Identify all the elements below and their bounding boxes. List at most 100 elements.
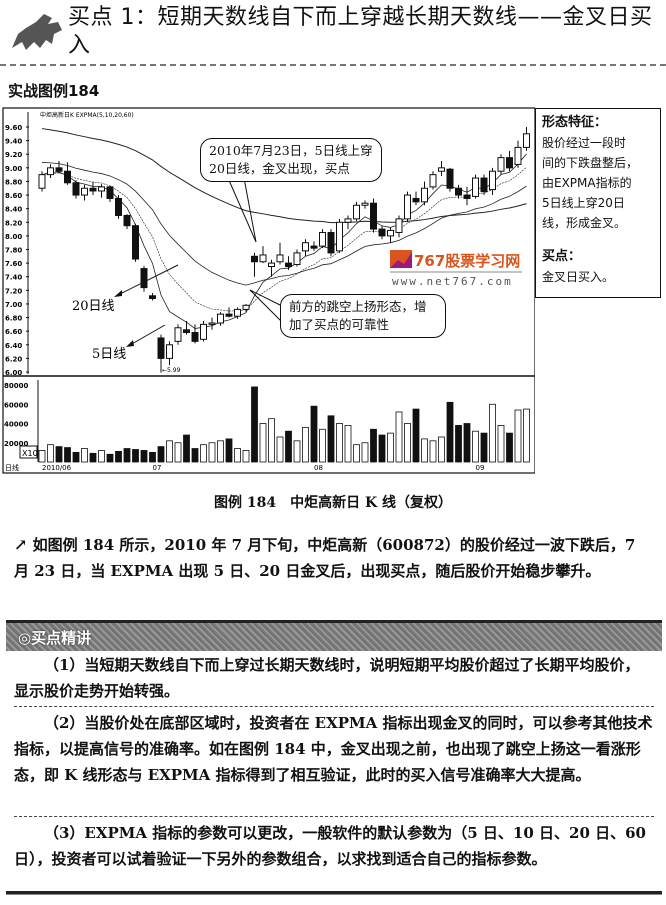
- candle-down: [225, 313, 233, 317]
- pattern-line: 股价经过一段时: [542, 136, 627, 150]
- volume-bar: [174, 442, 182, 463]
- volume-bar: [404, 423, 411, 463]
- buy-heading: 买点：: [542, 249, 582, 264]
- candle-up: [404, 194, 411, 220]
- candle-up: [497, 157, 505, 172]
- candle-up: [98, 186, 105, 192]
- pattern-heading: 形态特征：: [542, 115, 608, 130]
- candle-up: [472, 177, 479, 197]
- candle-up: [293, 252, 301, 265]
- line20-arrowhead: [114, 290, 122, 297]
- y-tick-label: 7.60: [5, 260, 22, 268]
- volume-bar: [72, 451, 80, 463]
- volume-bar: [455, 425, 462, 463]
- volume-bar: [472, 430, 479, 463]
- volume-bar: [506, 432, 513, 463]
- x-tick-label: 08: [314, 464, 323, 472]
- figure-caption: 图例 184 中炬高新日 K 线（复权）: [213, 495, 452, 511]
- expma-20-line: [41, 161, 527, 286]
- candle-up: [353, 204, 360, 220]
- y-tick-label: 8.00: [5, 233, 22, 241]
- volume-bar: [421, 438, 428, 463]
- volume-bar: [480, 432, 488, 463]
- volume-tick-label: 40000: [4, 421, 28, 429]
- volume-bar: [268, 418, 275, 463]
- volume-bar: [38, 450, 46, 463]
- candle-down: [463, 194, 471, 199]
- candle-down: [310, 245, 318, 249]
- line5-label: 5日线: [92, 347, 126, 362]
- volume-bar: [293, 440, 301, 463]
- candle-up: [276, 254, 284, 263]
- cross-pointer: [227, 177, 257, 243]
- expma-10-line: [41, 167, 527, 312]
- volume-bar: [217, 440, 224, 463]
- expma-5-line: [41, 153, 527, 329]
- candle-down: [140, 268, 148, 289]
- candle-down: [89, 187, 97, 192]
- volume-tick-label: 20000: [4, 440, 28, 448]
- candle-up: [38, 174, 46, 189]
- volume-bar: [251, 386, 258, 463]
- pattern-box: 形态特征： 股价经过一段时 间的下跌盘整后， 由EXPMA指标的 5日线上穿20…: [535, 108, 661, 298]
- candle-down: [378, 228, 386, 237]
- cross-callout: 2010年7月23日，5日线上穿20日线，金叉出现，买点: [200, 138, 382, 182]
- volume-bar: [497, 425, 505, 463]
- candle-up: [302, 242, 309, 252]
- gap-pointer: [249, 289, 283, 323]
- candle-down: [106, 186, 114, 199]
- bottom-rule: [6, 891, 662, 895]
- candle-down: [446, 168, 454, 189]
- candle-up: [242, 304, 250, 310]
- y-tick-label: 7.20: [5, 287, 22, 295]
- volume-bar: [81, 448, 88, 463]
- volume-bar: [463, 423, 471, 463]
- candle-up: [489, 170, 496, 191]
- volume-bar: [64, 447, 71, 463]
- volume-unit: X10: [22, 449, 38, 458]
- candle-down: [72, 182, 80, 196]
- y-tick-label: 9.60: [5, 124, 22, 132]
- volume-bar: [344, 425, 352, 463]
- volume-bar: [225, 438, 233, 463]
- volume-tick-label: 80000: [4, 382, 28, 390]
- section-title: ◎买点精讲: [18, 627, 91, 648]
- candle-down: [251, 255, 258, 263]
- candle-down: [123, 214, 131, 227]
- buy-text: 金叉日买入。: [542, 270, 615, 284]
- candle-up: [429, 174, 437, 188]
- intro-text: 如图例 184 所示，2010 年 7 月下旬，中炬高新（600872）的股价经…: [14, 536, 636, 580]
- volume-bar: [395, 411, 403, 463]
- candle-up: [319, 231, 326, 247]
- y-tick-label: 7.40: [5, 274, 22, 282]
- volume-bar: [98, 450, 105, 463]
- gap-callout: 前方的跳空上扬形态，增加了买点的可靠性: [280, 294, 446, 338]
- candle-down: [55, 167, 63, 172]
- y-tick-label: 7.00: [5, 301, 22, 309]
- page-title: 买点 1：短期天数线自下而上穿越长期天数线——金叉日买入: [68, 5, 653, 58]
- volume-bar: [55, 446, 63, 463]
- volume-bar: [140, 450, 148, 463]
- volume-bar: [336, 423, 343, 463]
- candle-up: [208, 322, 216, 325]
- line5-arrow: [129, 324, 166, 346]
- candle-up: [47, 167, 54, 176]
- panel-label: 日线: [5, 463, 19, 472]
- volume-bar: [310, 405, 318, 463]
- y-tick-label: 9.20: [5, 151, 22, 159]
- y-tick-label: 6.20: [5, 355, 22, 363]
- candle-down: [115, 197, 122, 216]
- candle-up: [438, 167, 445, 172]
- volume-bar: [242, 450, 250, 463]
- watermark-url: www.net767.com: [392, 275, 513, 288]
- candle-up: [344, 218, 352, 223]
- section-title-text: 买点精讲: [31, 629, 92, 647]
- volume-bar: [387, 432, 394, 463]
- volume-bar: [183, 434, 190, 463]
- volume-bar: [438, 436, 445, 463]
- candle-up: [166, 344, 173, 359]
- candle-up: [217, 313, 224, 324]
- candle-down: [64, 170, 71, 184]
- y-tick-label: 8.80: [5, 178, 22, 186]
